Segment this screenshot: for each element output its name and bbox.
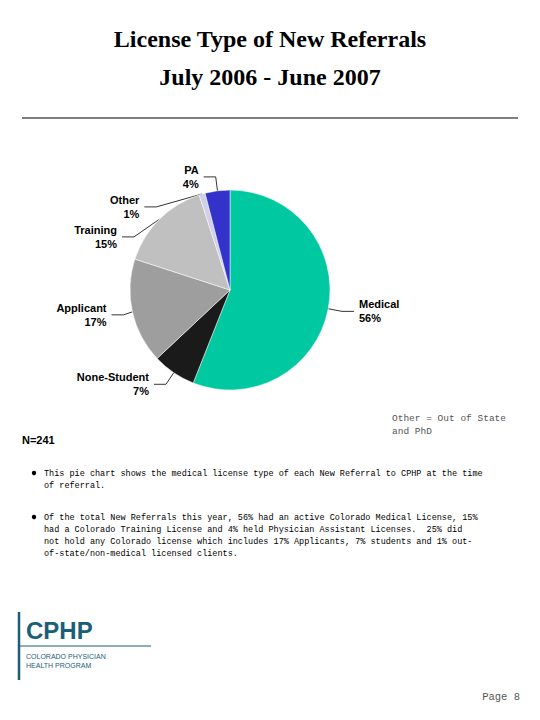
svg-text:N=241: N=241 — [22, 434, 55, 446]
svg-text:Training: Training — [74, 224, 117, 236]
svg-text:1%: 1% — [123, 208, 139, 220]
svg-text:17%: 17% — [85, 316, 107, 328]
svg-text:Page 8: Page 8 — [482, 691, 520, 703]
svg-text:4%: 4% — [183, 178, 199, 190]
svg-text:PA: PA — [184, 164, 199, 176]
svg-text:Of the total New Referrals thi: Of the total New Referrals this year, 56… — [44, 513, 478, 523]
svg-text:of referral.: of referral. — [44, 481, 105, 491]
svg-text:and PhD: and PhD — [392, 426, 432, 437]
svg-text:Other: Other — [110, 194, 140, 206]
svg-text:56%: 56% — [359, 312, 381, 324]
svg-text:had a Colorado Training Licens: had a Colorado Training License and 4% h… — [44, 525, 462, 535]
svg-text:Medical: Medical — [359, 298, 399, 310]
svg-text:CPHP: CPHP — [26, 617, 93, 644]
svg-text:not hold any Colorado license: not hold any Colorado license which incl… — [44, 537, 472, 547]
svg-text:Applicant: Applicant — [56, 302, 106, 314]
svg-text:None-Student: None-Student — [77, 371, 149, 383]
svg-text:of-state/non-medical licensed: of-state/non-medical licensed clients. — [44, 549, 238, 559]
svg-text:July 2006 - June 2007: July 2006 - June 2007 — [159, 64, 380, 90]
svg-text:License Type of New Referrals: License Type of New Referrals — [114, 26, 426, 52]
svg-text:15%: 15% — [95, 238, 117, 250]
svg-text:Other = Out of State: Other = Out of State — [392, 413, 506, 424]
svg-text:7%: 7% — [133, 385, 149, 397]
svg-text:This pie chart shows the medic: This pie chart shows the medical license… — [44, 469, 483, 479]
svg-text:HEALTH PROGRAM: HEALTH PROGRAM — [26, 662, 91, 669]
svg-text:COLORADO PHYSICIAN: COLORADO PHYSICIAN — [26, 653, 106, 660]
